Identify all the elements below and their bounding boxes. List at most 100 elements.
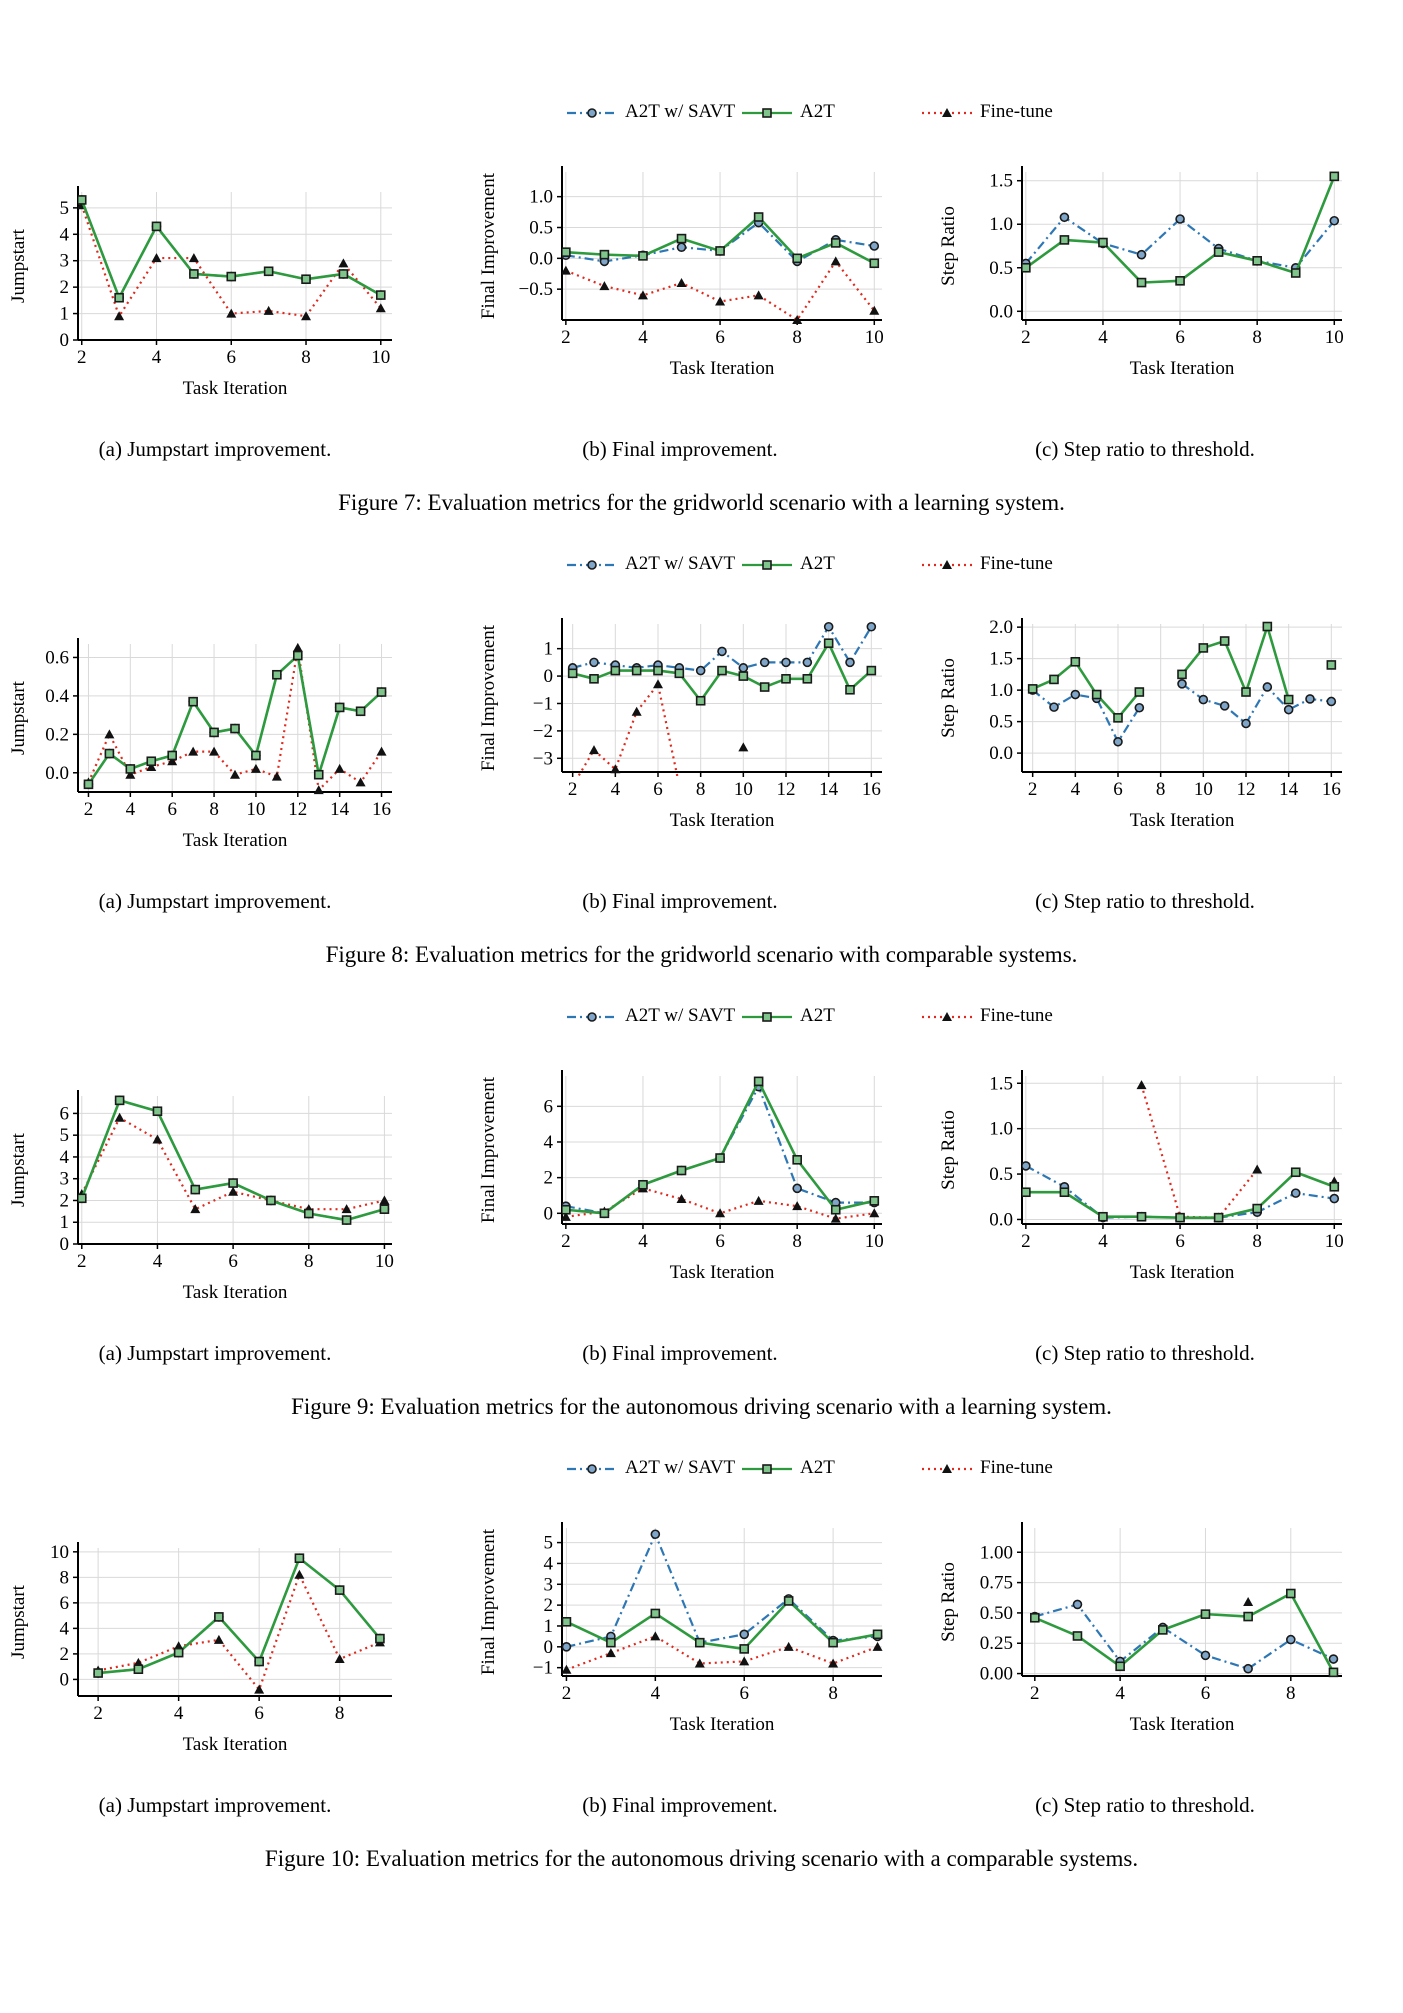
data-point (104, 729, 115, 739)
subcaption: (c) Step ratio to threshold. (1035, 889, 1255, 913)
data-point (355, 706, 366, 717)
series-line (1031, 689, 1141, 743)
y-tick-label: 6 (60, 1593, 70, 1614)
subcaption: (a) Jumpstart improvement. (98, 889, 332, 913)
legend-label: Fine-tune (980, 101, 1053, 122)
data-point (226, 271, 237, 282)
y-tick-label: −1 (533, 693, 553, 714)
data-point (739, 1644, 750, 1654)
data-point (1200, 1650, 1211, 1661)
data-point (1136, 1080, 1147, 1090)
data-point (1030, 1612, 1040, 1623)
data-point (228, 1178, 238, 1188)
series-fine-tune (562, 256, 880, 324)
data-point (599, 281, 610, 291)
chart-panel: 2 4 6 8 10 12 14 16 0.0 0.5 1.0 1.5 2.0 Task Iteratio… (930, 602, 1360, 913)
data-point (869, 1196, 880, 1206)
data-point (1072, 1631, 1083, 1641)
subcaption: (b) Final improvement. (582, 437, 778, 461)
data-point (151, 253, 162, 263)
x-axis-label: Task Iteration (1130, 1714, 1235, 1735)
data-point (1252, 1203, 1262, 1214)
data-point (1115, 1661, 1125, 1672)
y-tick-label: 5 (60, 1125, 70, 1146)
x-tick-label: 4 (1071, 779, 1081, 800)
x-tick-label: 2 (1021, 1231, 1031, 1252)
data-point (114, 311, 125, 321)
y-tick-label: 0.0 (989, 301, 1013, 322)
data-point (830, 238, 841, 248)
data-point (83, 779, 94, 790)
data-point (610, 665, 621, 676)
subcaption: (a) Jumpstart improvement. (98, 437, 332, 461)
data-point (872, 1641, 883, 1651)
data-point (1134, 702, 1145, 713)
data-point (78, 1193, 87, 1204)
data-point (653, 679, 663, 689)
y-tick-label: 0.6 (45, 647, 69, 668)
figure-10: A2T w/ SAVT A2T Fine-tune 2 4 6 8 0 2 4 6 8 10 Task I… (0, 1356, 1403, 1871)
y-tick-label: 0.0 (529, 248, 553, 269)
series-line (1140, 1084, 1259, 1219)
data-point (872, 1629, 883, 1640)
series-line (577, 683, 679, 776)
y-tick-label: 0.0 (45, 763, 69, 784)
data-point (694, 1637, 705, 1648)
x-tick-label: 16 (862, 779, 881, 800)
subcaption: (a) Jumpstart improvement. (98, 1793, 332, 1817)
data-point (301, 274, 311, 285)
x-tick-label: 2 (1021, 327, 1031, 348)
data-point (151, 221, 162, 232)
data-point (1098, 237, 1108, 248)
y-tick-label: 0.25 (980, 1633, 1013, 1654)
data-point (638, 1179, 648, 1190)
line-chart: 2 4 6 8 10 12 14 16 0.0 0.2 0.4 0.6 Task Iteration Ju… (8, 638, 392, 851)
data-point (271, 771, 282, 781)
line-chart: 2 4 6 8 10 0.0 0.5 1.0 1.5 Task Iteration Step Rat… (938, 166, 1344, 379)
x-tick-label: 10 (375, 1251, 394, 1272)
x-tick-label: 6 (167, 799, 177, 820)
y-tick-label: 5 (544, 1533, 554, 1554)
x-axis-label: Task Iteration (183, 378, 288, 399)
legend-marker (942, 560, 952, 569)
x-tick-label: 6 (254, 1703, 264, 1724)
data-point (1200, 1609, 1211, 1619)
x-tick-label: 2 (77, 347, 87, 368)
x-tick-label: 4 (126, 799, 136, 820)
data-point (1262, 621, 1273, 632)
data-point (738, 742, 749, 752)
data-point (1175, 276, 1185, 286)
data-point (1243, 1597, 1254, 1606)
data-point (190, 1184, 201, 1195)
series-a2t (78, 195, 386, 303)
series-line (565, 260, 876, 322)
data-point (866, 665, 877, 676)
y-tick-label: 3 (60, 251, 70, 272)
data-point (1329, 215, 1340, 226)
data-point (250, 763, 261, 773)
data-point (251, 750, 261, 761)
legend-label: A2T w/ SAVT (625, 553, 736, 574)
y-tick-label: 0.5 (989, 712, 1013, 733)
data-point (338, 269, 349, 279)
figure-7: A2T w/ SAVT A2T Fine-tune 2 4 6 8 10 0 1 2 3 4 5 Task … (0, 0, 1403, 515)
y-tick-label: 0.50 (980, 1603, 1013, 1624)
legend-swatch (742, 1012, 792, 1022)
data-point (792, 1155, 802, 1165)
data-point (294, 1569, 305, 1579)
y-tick-label: −1 (533, 1658, 553, 1679)
data-point (695, 665, 706, 676)
data-point (715, 1153, 725, 1163)
data-point (341, 1204, 352, 1214)
data-point (341, 1215, 352, 1225)
data-point (1305, 694, 1315, 704)
data-point (209, 746, 220, 756)
data-point (266, 1195, 276, 1206)
subcaption: (b) Final improvement. (582, 889, 778, 913)
data-point (292, 650, 303, 661)
x-tick-label: 4 (174, 1703, 184, 1724)
line-chart: 2 4 6 8 0.00 0.25 0.50 0.75 1.00 Task Iteration St… (938, 1522, 1342, 1735)
data-point (674, 668, 685, 679)
figure-8: A2T w/ SAVT A2T Fine-tune 2 4 6 8 10 12 14 16 0.0 0.… (0, 452, 1403, 967)
data-point (167, 756, 178, 766)
